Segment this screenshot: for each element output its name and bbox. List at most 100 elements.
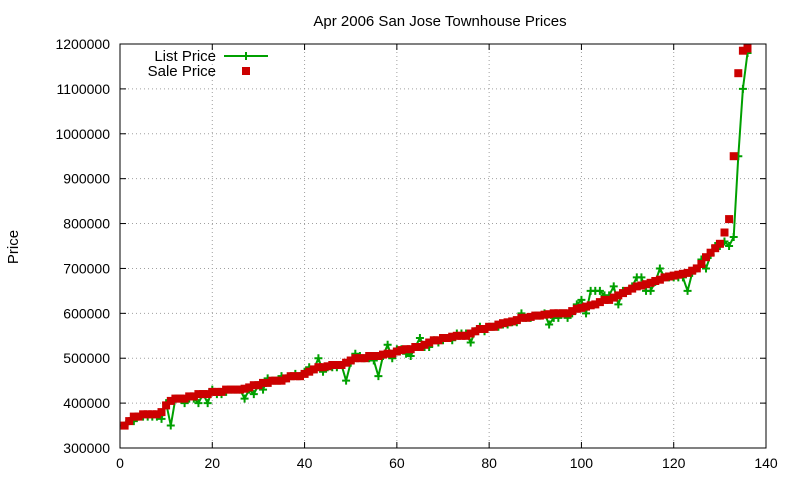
x-tick-label: 40: [297, 455, 313, 471]
list-price-point: [595, 286, 604, 295]
sale-price-point: [665, 272, 674, 281]
sale-price-point: [623, 286, 632, 295]
sale-price-point: [632, 282, 641, 291]
list-price-point: [166, 421, 175, 430]
sale-price-point: [526, 312, 535, 321]
sale-price-point: [674, 270, 683, 279]
sale-price-point: [337, 361, 346, 369]
sale-price-point: [434, 336, 443, 345]
sale-price-point: [185, 392, 194, 401]
legend-label-sale-price: Sale Price: [148, 63, 216, 80]
sale-price-point: [360, 354, 369, 363]
sale-price-point: [388, 349, 397, 358]
sale-price-point: [568, 307, 577, 316]
sale-price-point: [199, 390, 208, 399]
sale-price-point: [595, 298, 604, 307]
sale-price-point: [448, 332, 457, 341]
y-axis-label: Price: [5, 230, 22, 264]
list-price-point: [383, 340, 392, 349]
sale-price-point: [678, 269, 687, 278]
list-price-point: [609, 282, 618, 291]
sale-price-point: [522, 313, 531, 322]
sale-price-point: [139, 410, 148, 419]
sale-price-point: [651, 277, 660, 285]
y-tick-label: 1000000: [55, 126, 110, 142]
sale-price-point: [586, 301, 595, 310]
sale-price-point: [646, 278, 655, 287]
list-price-point: [577, 295, 586, 304]
sale-price-point: [655, 275, 664, 284]
sale-price-point: [305, 367, 314, 376]
sale-price-point: [540, 310, 549, 319]
list-price-point: [240, 394, 249, 403]
sale-price-point: [531, 311, 540, 320]
sale-price-point: [272, 376, 281, 385]
sale-price-point: [614, 291, 623, 300]
y-tick-label: 1200000: [55, 36, 110, 52]
sale-price-point: [743, 44, 752, 53]
list-price-point: [545, 320, 554, 329]
legend: List Price Sale Price: [148, 48, 268, 80]
list-price-point: [683, 286, 692, 295]
sale-price-point: [600, 295, 609, 304]
sale-price-point: [660, 273, 669, 282]
sale-price-point: [134, 412, 143, 421]
list-price-point: [702, 264, 711, 273]
list-price-point: [729, 233, 738, 242]
sale-price-point: [365, 352, 374, 360]
sale-price-point: [605, 295, 614, 304]
sale-price-point: [332, 361, 341, 369]
list-price-point: [314, 354, 323, 363]
sale-price-point: [738, 46, 747, 55]
sale-price-point: [512, 316, 521, 325]
sale-price-point: [485, 322, 494, 331]
sale-price-point: [291, 372, 300, 381]
sale-price-point: [406, 345, 415, 354]
sale-price-point: [725, 215, 734, 224]
sale-price-point: [245, 383, 254, 392]
sale-price-point: [425, 338, 434, 347]
legend-marker-list-price: [242, 52, 250, 60]
sale-price-point: [402, 345, 411, 354]
x-tick-label: 140: [754, 455, 778, 471]
list-price-point: [194, 399, 203, 408]
list-price-point: [655, 264, 664, 273]
sale-price-point: [637, 281, 646, 290]
x-tick-label: 120: [662, 455, 686, 471]
sale-price-point: [572, 304, 581, 313]
sale-price-point: [462, 331, 471, 340]
sale-price-point: [212, 387, 221, 396]
sale-price-point: [420, 340, 429, 349]
sale-price-point: [554, 309, 563, 318]
sale-price-point: [157, 408, 166, 417]
sale-price-point: [249, 381, 258, 390]
sale-price-point: [203, 390, 212, 399]
x-tick-label: 0: [116, 455, 124, 471]
sale-price-point: [628, 284, 637, 293]
sale-price-point: [282, 374, 291, 383]
sale-price-point: [254, 381, 263, 390]
sale-price-point: [480, 325, 489, 333]
legend-label-list-price: List Price: [154, 48, 216, 65]
y-tick-label: 900000: [63, 171, 110, 187]
sale-price-point: [702, 253, 710, 262]
sale-price-point: [328, 361, 337, 369]
sale-price-point: [383, 349, 392, 358]
sale-price-point: [397, 346, 406, 355]
sale-price-point: [351, 354, 360, 363]
sale-price-point: [577, 303, 586, 312]
list-price-point: [203, 399, 212, 408]
sale-price-point: [563, 309, 572, 318]
sale-price-point: [452, 331, 461, 340]
list-price-point: [725, 242, 734, 250]
sale-price-point: [176, 394, 184, 403]
sale-price-point: [411, 343, 420, 351]
list-price-point: [466, 338, 475, 347]
sale-price-point: [591, 300, 600, 309]
sale-price-point: [466, 329, 475, 338]
sale-price-point: [125, 417, 134, 426]
sale-price-point: [143, 410, 152, 419]
sale-price-point: [503, 318, 512, 327]
sale-price-point: [263, 378, 272, 387]
sale-price-point: [545, 310, 554, 319]
